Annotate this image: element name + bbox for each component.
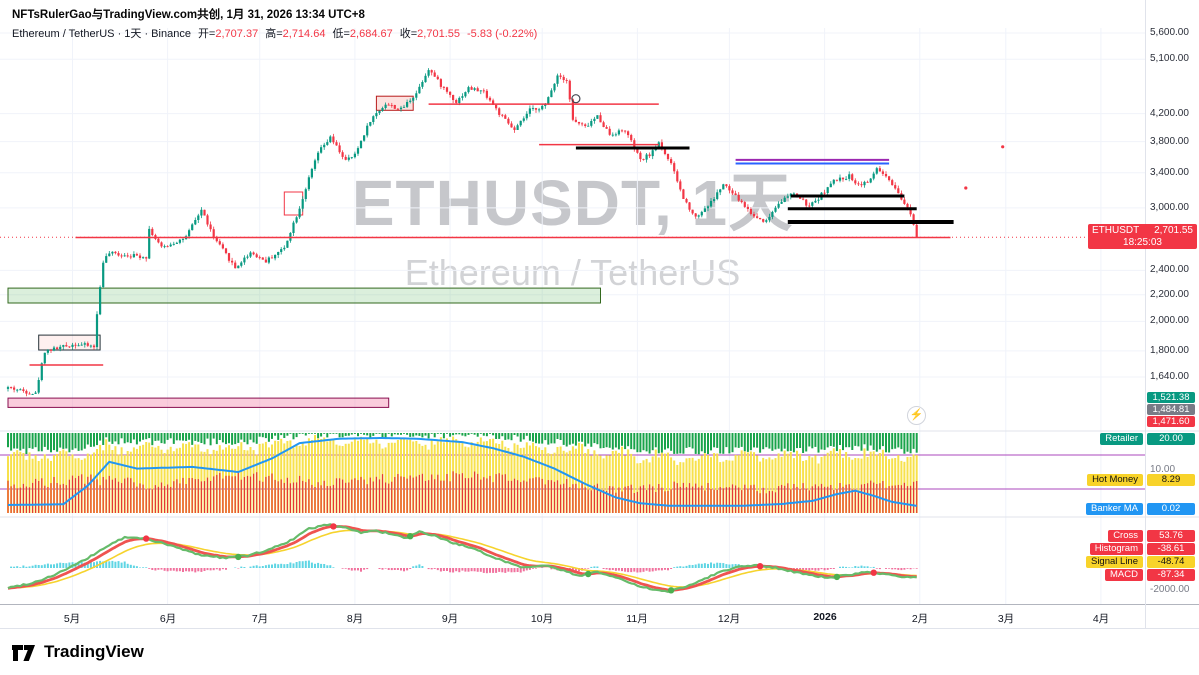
last-price-symbol: ETHUSDT bbox=[1092, 225, 1140, 236]
sell-dot bbox=[870, 569, 877, 576]
buy-dot bbox=[667, 587, 675, 594]
last-price-badge: ETHUSDT 2,701.55 18:25:03 bbox=[1088, 224, 1197, 249]
ohlc-high: 高=2,714.64 bbox=[265, 28, 326, 40]
circle-marker bbox=[571, 94, 581, 104]
price-pane bbox=[6, 68, 1005, 408]
dot-marker bbox=[1001, 145, 1005, 149]
tradingview-logo-icon[interactable] bbox=[12, 642, 36, 662]
sell-dot bbox=[756, 563, 764, 570]
buy-dot bbox=[407, 533, 414, 540]
lightning-icon[interactable]: ⚡ bbox=[907, 406, 926, 425]
bar-countdown: 18:25:03 bbox=[1088, 237, 1197, 249]
signal-line bbox=[7, 529, 917, 590]
drawing-rect bbox=[7, 397, 390, 408]
sell-dot bbox=[143, 535, 150, 542]
ohlc-close: 收=2,701.55 bbox=[399, 28, 460, 40]
buy-dot bbox=[235, 553, 242, 561]
last-price-value: 2,701.55 bbox=[1154, 225, 1193, 236]
macd-slow-line bbox=[7, 525, 917, 592]
sell-dot bbox=[330, 523, 337, 530]
symbol-title[interactable]: Ethereum / TetherUS · 1天 · Binance bbox=[12, 28, 191, 40]
ohlc-open: 开=2,707.37 bbox=[197, 28, 259, 40]
buy-dot bbox=[585, 570, 592, 578]
attribution-text: NFTsRulerGao与TradingView.com共创, 1月 31, 2… bbox=[12, 9, 365, 21]
symbol-info-bar[interactable]: Ethereum / TetherUS · 1天 · Binance 开=2,7… bbox=[12, 25, 537, 41]
buy-dot bbox=[833, 573, 841, 581]
dot-marker bbox=[964, 186, 968, 190]
banker-ma-line bbox=[7, 437, 917, 507]
footer-bar: TradingView bbox=[0, 629, 1199, 675]
macd-fast-line bbox=[7, 523, 917, 593]
price-change: -5.83 (-0.22%) bbox=[467, 28, 538, 40]
drawing-rect bbox=[7, 287, 601, 304]
ohlc-low: 低=2,684.67 bbox=[332, 28, 393, 40]
tradingview-brand-text[interactable]: TradingView bbox=[44, 642, 144, 661]
